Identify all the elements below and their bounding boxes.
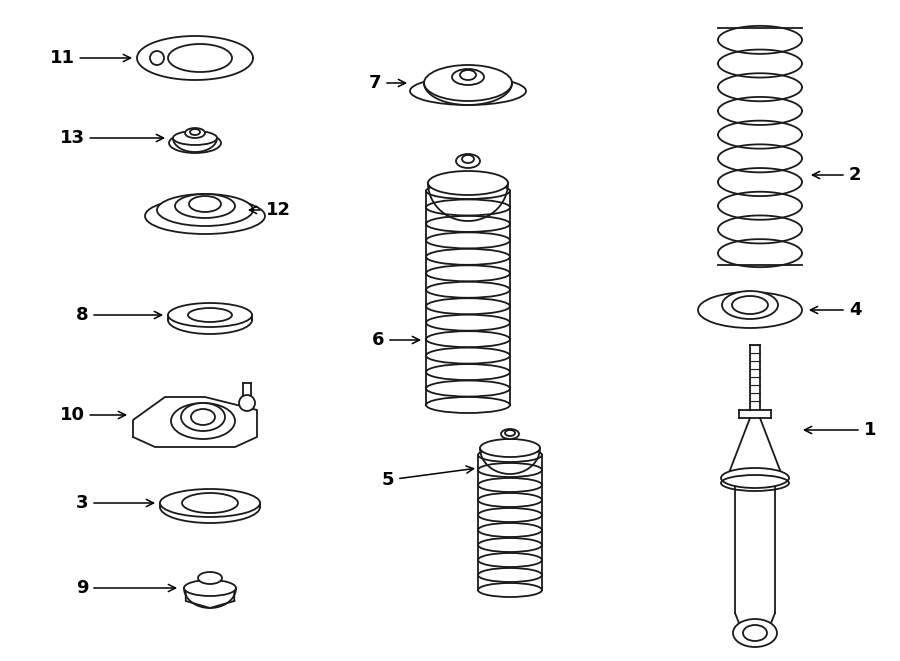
Ellipse shape [189, 196, 221, 212]
Text: 8: 8 [76, 306, 161, 324]
Text: 5: 5 [382, 466, 473, 489]
Ellipse shape [426, 249, 510, 265]
Ellipse shape [426, 183, 510, 199]
Ellipse shape [426, 315, 510, 330]
Ellipse shape [478, 523, 542, 537]
Ellipse shape [478, 448, 542, 462]
Ellipse shape [722, 291, 778, 319]
Ellipse shape [426, 364, 510, 380]
Ellipse shape [168, 306, 252, 334]
Text: 7: 7 [369, 74, 406, 92]
Ellipse shape [160, 489, 260, 517]
Ellipse shape [184, 580, 236, 596]
Ellipse shape [171, 403, 235, 439]
Ellipse shape [410, 77, 526, 105]
Ellipse shape [478, 508, 542, 522]
Ellipse shape [478, 538, 542, 552]
Text: 12: 12 [249, 201, 291, 219]
Ellipse shape [456, 154, 480, 168]
Polygon shape [185, 580, 234, 608]
Ellipse shape [426, 233, 510, 249]
Ellipse shape [478, 553, 542, 567]
Ellipse shape [478, 583, 542, 597]
Ellipse shape [145, 198, 265, 234]
Ellipse shape [426, 282, 510, 297]
Ellipse shape [480, 439, 540, 457]
Text: 1: 1 [805, 421, 877, 439]
Text: 6: 6 [372, 331, 419, 349]
Text: 3: 3 [76, 494, 154, 512]
Ellipse shape [175, 194, 235, 218]
Ellipse shape [185, 128, 205, 138]
Ellipse shape [173, 131, 217, 145]
Ellipse shape [426, 348, 510, 364]
Ellipse shape [426, 200, 510, 215]
Ellipse shape [478, 568, 542, 582]
Ellipse shape [181, 403, 225, 431]
Text: 13: 13 [59, 129, 164, 147]
Text: 11: 11 [50, 49, 130, 67]
Ellipse shape [426, 381, 510, 397]
Ellipse shape [426, 397, 510, 413]
Ellipse shape [501, 429, 519, 439]
Text: 4: 4 [811, 301, 861, 319]
Ellipse shape [426, 265, 510, 282]
Text: 10: 10 [59, 406, 125, 424]
Ellipse shape [198, 572, 222, 584]
Ellipse shape [239, 395, 255, 411]
Ellipse shape [150, 51, 164, 65]
Ellipse shape [478, 463, 542, 477]
Text: 9: 9 [76, 579, 176, 597]
Ellipse shape [478, 478, 542, 492]
Ellipse shape [426, 298, 510, 314]
Ellipse shape [733, 619, 777, 647]
Ellipse shape [698, 292, 802, 328]
Polygon shape [133, 397, 257, 447]
Ellipse shape [188, 308, 232, 322]
Ellipse shape [169, 133, 221, 153]
Ellipse shape [478, 493, 542, 507]
Ellipse shape [168, 303, 252, 327]
Polygon shape [137, 36, 253, 80]
Ellipse shape [721, 468, 789, 488]
Text: 2: 2 [813, 166, 861, 184]
Ellipse shape [743, 625, 767, 641]
Ellipse shape [168, 44, 232, 72]
Ellipse shape [160, 491, 260, 523]
Ellipse shape [157, 194, 253, 226]
Ellipse shape [182, 493, 238, 513]
Ellipse shape [426, 216, 510, 232]
Ellipse shape [428, 171, 508, 195]
Ellipse shape [424, 65, 512, 101]
Ellipse shape [426, 331, 510, 347]
Ellipse shape [452, 69, 484, 85]
